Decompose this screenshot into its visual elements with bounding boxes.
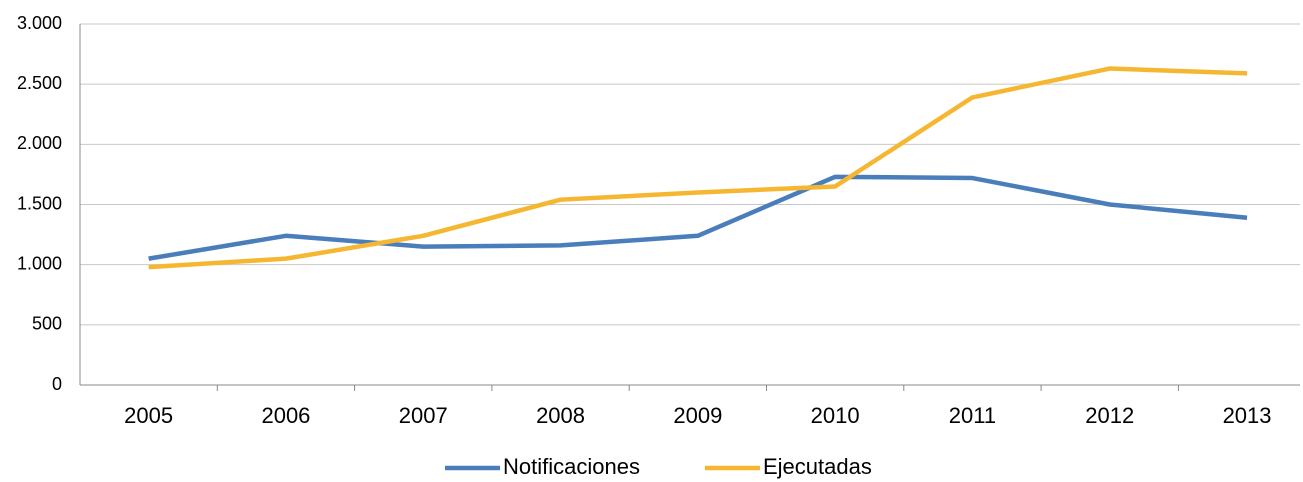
x-tick-label: 2005 bbox=[124, 403, 173, 428]
x-tick-label: 2009 bbox=[673, 403, 722, 428]
y-tick-label: 3.000 bbox=[17, 13, 62, 33]
y-tick-label: 2.000 bbox=[17, 133, 62, 153]
y-tick-label: 1.000 bbox=[17, 253, 62, 273]
series-line bbox=[148, 66, 1248, 270]
x-tick-label: 2008 bbox=[536, 403, 585, 428]
x-tick-label: 2011 bbox=[949, 403, 996, 428]
x-tick-label: 2012 bbox=[1085, 403, 1134, 428]
y-tick-label: 1.500 bbox=[17, 193, 62, 213]
x-tick-label: 2007 bbox=[399, 403, 448, 428]
legend-label: Ejecutadas bbox=[763, 454, 872, 479]
x-tick-label: 2006 bbox=[261, 403, 310, 428]
y-tick-label: 0 bbox=[52, 374, 62, 394]
x-tick-label: 2013 bbox=[1223, 403, 1272, 428]
y-tick-label: 2.500 bbox=[17, 73, 62, 93]
x-tick-label: 2010 bbox=[811, 403, 860, 428]
series-line bbox=[148, 174, 1248, 261]
legend-label: Notificaciones bbox=[503, 454, 640, 479]
y-tick-label: 500 bbox=[32, 314, 62, 334]
